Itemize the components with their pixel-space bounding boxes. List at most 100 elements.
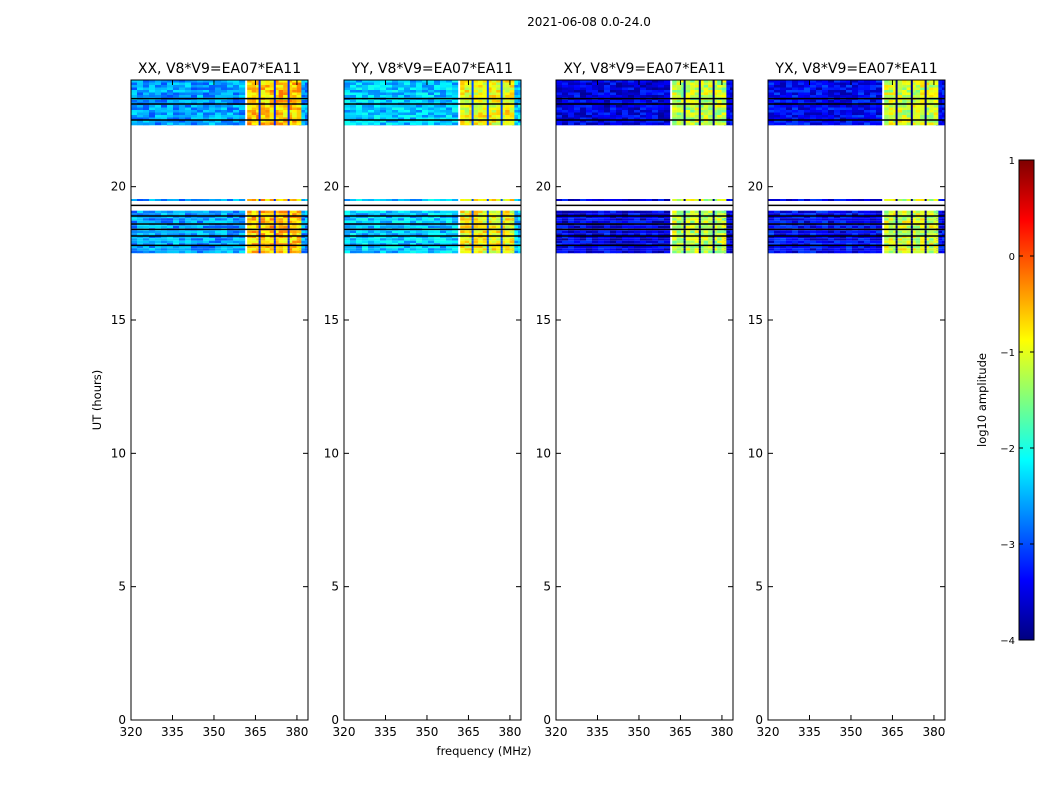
heatmap-cell bbox=[703, 240, 709, 244]
heatmap-cell bbox=[283, 250, 288, 254]
heatmap-cell bbox=[149, 199, 156, 201]
heatmap-cell bbox=[804, 225, 811, 229]
heatmap-cell bbox=[464, 105, 470, 108]
heatmap-gap bbox=[273, 80, 276, 83]
heatmap-cell bbox=[634, 92, 641, 95]
heatmap-cell bbox=[491, 100, 497, 103]
heatmap-cell bbox=[356, 233, 363, 236]
heatmap-cell bbox=[131, 218, 138, 221]
heatmap-gap bbox=[924, 240, 927, 244]
heatmap-cell bbox=[191, 120, 198, 123]
heatmap-cell bbox=[292, 230, 297, 234]
heatmap-cell bbox=[227, 80, 234, 83]
heatmap-cell bbox=[724, 220, 731, 224]
heatmap-cell bbox=[505, 95, 510, 98]
heatmap-cell bbox=[278, 85, 284, 88]
heatmap-cell bbox=[350, 233, 357, 236]
heatmap-cell bbox=[380, 233, 387, 236]
heatmap-cell bbox=[392, 105, 399, 108]
heatmap-cell bbox=[251, 215, 257, 219]
heatmap-cell bbox=[209, 115, 216, 118]
heatmap-cell bbox=[664, 218, 671, 221]
heatmap-cell bbox=[452, 235, 459, 239]
heatmap-cell bbox=[929, 80, 934, 83]
heatmap-cell bbox=[143, 230, 150, 234]
heatmap-cell bbox=[840, 218, 847, 221]
x-tick-label: 365 bbox=[457, 725, 480, 739]
heatmap-cell bbox=[398, 248, 405, 251]
heatmap-cell bbox=[924, 250, 930, 254]
heatmap-cell bbox=[386, 240, 393, 244]
heatmap-cell bbox=[616, 235, 623, 239]
heatmap-cell bbox=[556, 100, 563, 103]
heatmap-gap bbox=[698, 100, 701, 103]
heatmap-cell bbox=[482, 107, 488, 110]
heatmap-cell bbox=[786, 218, 793, 221]
heatmap-cell bbox=[460, 95, 465, 98]
heatmap-cell bbox=[810, 213, 817, 216]
heatmap-cell bbox=[652, 115, 659, 118]
heatmap-cell bbox=[920, 248, 925, 251]
heatmap-cell bbox=[685, 250, 691, 254]
heatmap-cell bbox=[730, 218, 733, 221]
heatmap-cell bbox=[185, 122, 192, 125]
heatmap-cell bbox=[260, 210, 266, 214]
heatmap-cell bbox=[260, 100, 266, 103]
heatmap-cell bbox=[574, 213, 581, 216]
heatmap-cell bbox=[422, 243, 429, 246]
heatmap-cell bbox=[936, 243, 943, 246]
heatmap-cell bbox=[699, 85, 704, 88]
heatmap-cell bbox=[846, 218, 853, 221]
heatmap-cell bbox=[283, 233, 288, 236]
heatmap-cell bbox=[278, 112, 284, 115]
heatmap-cell bbox=[646, 220, 653, 224]
heatmap-gap bbox=[273, 115, 276, 118]
heatmap-cell bbox=[265, 82, 270, 85]
heatmap-gap bbox=[910, 245, 913, 249]
heatmap-cell bbox=[446, 213, 453, 216]
heatmap-cell bbox=[712, 240, 718, 244]
heatmap-cell bbox=[296, 105, 302, 108]
heatmap-cell bbox=[640, 115, 647, 118]
heatmap-cell bbox=[690, 112, 695, 115]
heatmap-cell bbox=[356, 218, 363, 221]
heatmap-cell bbox=[500, 210, 506, 214]
heatmap-cell bbox=[404, 233, 411, 236]
heatmap-gap bbox=[471, 250, 474, 254]
heatmap-cell bbox=[496, 112, 501, 115]
heatmap-cell bbox=[299, 92, 306, 95]
heatmap-cell bbox=[161, 230, 168, 234]
heatmap-cell bbox=[730, 213, 733, 216]
heatmap-cell bbox=[478, 213, 483, 216]
heatmap-cell bbox=[434, 117, 441, 120]
heatmap-cell bbox=[730, 122, 733, 125]
heatmap-cell bbox=[274, 225, 279, 229]
heatmap-cell bbox=[804, 238, 811, 241]
heatmap-cell bbox=[690, 90, 695, 93]
heatmap-cell bbox=[640, 82, 647, 85]
heatmap-gap bbox=[486, 225, 489, 229]
heatmap-cell bbox=[822, 240, 829, 244]
heatmap-cell bbox=[386, 220, 393, 224]
heatmap-cell bbox=[911, 85, 916, 88]
heatmap-cell bbox=[888, 220, 894, 224]
heatmap-cell bbox=[798, 80, 805, 83]
heatmap-cell bbox=[598, 117, 605, 120]
heatmap-cell bbox=[398, 218, 405, 221]
heatmap-gap bbox=[683, 85, 686, 88]
heatmap-cell bbox=[460, 238, 465, 241]
heatmap-cell bbox=[505, 210, 510, 214]
heatmap-cell bbox=[717, 122, 722, 125]
heatmap-gap bbox=[895, 80, 898, 83]
heatmap-gap bbox=[698, 82, 701, 85]
heatmap-cell bbox=[197, 82, 204, 85]
heatmap-cell bbox=[368, 80, 375, 83]
heatmap-cell bbox=[646, 199, 653, 201]
heatmap-cell bbox=[269, 105, 275, 108]
heatmap-cell bbox=[703, 210, 709, 214]
heatmap-cell bbox=[350, 199, 357, 201]
heatmap-cell bbox=[362, 82, 369, 85]
heatmap-cell bbox=[694, 90, 700, 93]
heatmap-cell bbox=[143, 243, 150, 246]
heatmap-cell bbox=[283, 220, 288, 224]
